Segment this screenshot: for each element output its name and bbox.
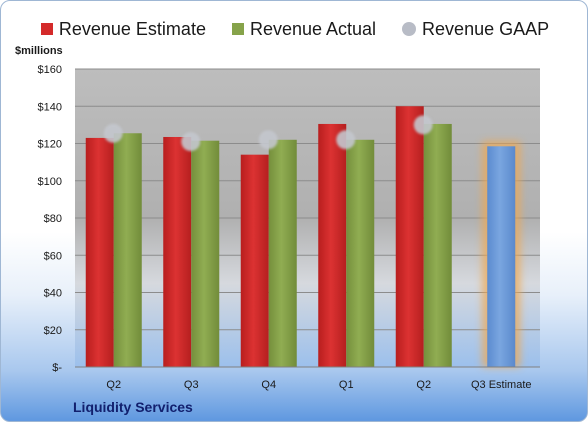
y-tick-label: $80 <box>44 213 62 225</box>
x-tick-label: Q3 Estimate <box>471 379 532 391</box>
revenue-gaap-dot <box>336 130 356 150</box>
legend-item-revenue-estimate: Revenue Estimate <box>40 18 206 40</box>
y-tick-label: $160 <box>38 64 62 76</box>
revenue-estimate-bar <box>318 123 347 367</box>
x-tick-label: Q1 <box>339 379 354 391</box>
x-tick-label: Q4 <box>261 379 276 391</box>
revenue-gaap-dot <box>181 132 201 152</box>
y-tick-label: $100 <box>38 176 62 188</box>
revenue-actual-bar <box>113 133 142 367</box>
y-tick-label: $- <box>52 362 62 374</box>
revenue-actual-bar <box>423 123 452 367</box>
revenue-estimate-bar <box>240 154 269 367</box>
legend-item-revenue-gaap: Revenue GAAP <box>402 19 549 40</box>
y-tick-label: $140 <box>38 101 62 113</box>
revenue-actual-bar <box>346 139 375 367</box>
legend-label-revenue-actual: Revenue Actual <box>249 18 377 39</box>
x-tick-label: Q3 <box>184 379 199 391</box>
y-axis-unit-label: $millions <box>15 45 63 57</box>
legend-label-revenue-estimate: Revenue Estimate <box>58 18 206 39</box>
legend-swatch-revenue-actual <box>231 23 244 35</box>
y-tick-label: $60 <box>44 250 62 262</box>
y-tick-label: $40 <box>44 288 62 300</box>
revenue-gaap-dot <box>413 115 433 135</box>
y-tick-label: $120 <box>38 139 62 151</box>
legend-swatch-revenue-gaap <box>402 22 417 36</box>
x-tick-label: Q2 <box>106 379 121 391</box>
revenue-gaap-dot <box>103 123 123 143</box>
revenue-estimate-bar <box>163 136 192 367</box>
revenue-gaap-dot <box>258 130 278 150</box>
revenue-estimate-bar <box>85 137 114 367</box>
x-tick-label: Q2 <box>416 379 431 391</box>
legend: Revenue Estimate Revenue Actual Revenue … <box>1 17 587 41</box>
legend-swatch-revenue-estimate <box>40 23 53 35</box>
legend-item-revenue-actual: Revenue Actual <box>231 18 377 40</box>
revenue-actual-bar <box>268 139 297 367</box>
revenue-actual-bar <box>191 140 220 367</box>
company-name: Liquidity Services <box>73 399 193 415</box>
q3-estimate-bar <box>487 146 516 367</box>
legend-label-revenue-gaap: Revenue GAAP <box>422 18 550 39</box>
y-tick-label: $20 <box>44 325 62 337</box>
revenue-estimate-bar <box>395 106 424 367</box>
